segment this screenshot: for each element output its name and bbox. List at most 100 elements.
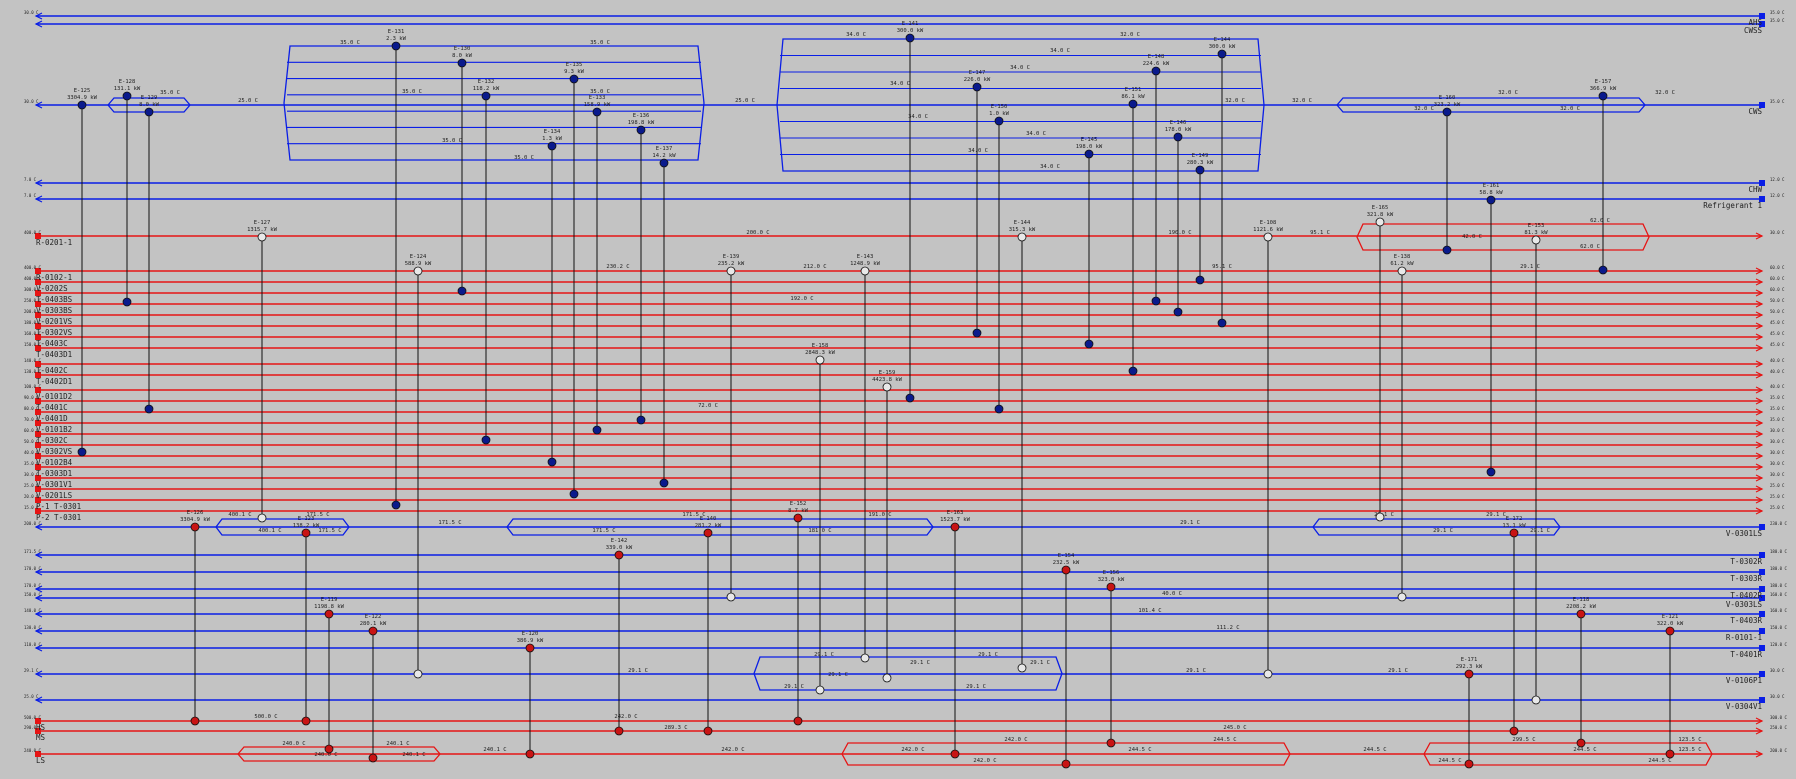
exchanger-node-top-E-131[interactable] xyxy=(391,41,401,51)
temperature-label: 35.0 C xyxy=(402,89,422,95)
exchanger-node-top-E-153[interactable] xyxy=(1531,235,1541,245)
exchanger-node-top-E-136[interactable] xyxy=(636,125,646,135)
exchanger-node-bottom-E-154[interactable] xyxy=(1061,759,1071,769)
exchanger-node-top-E-132[interactable] xyxy=(481,91,491,101)
exchanger-node-top-E-157[interactable] xyxy=(1598,91,1608,101)
exchanger-node-bottom-E-160[interactable] xyxy=(1442,245,1452,255)
exchanger-node-top-E-127[interactable] xyxy=(257,232,267,242)
exchanger-node-bottom-E-126[interactable] xyxy=(190,716,200,726)
exchanger-node-top-E-172[interactable] xyxy=(1509,528,1519,538)
exchanger-node-bottom-E-134[interactable] xyxy=(547,457,557,467)
exchanger-node-bottom-E-139[interactable] xyxy=(726,592,736,602)
exchanger-node-top-E-143[interactable] xyxy=(860,266,870,276)
exchanger-node-bottom-E-138[interactable] xyxy=(1397,592,1407,602)
exchanger-node-top-E-152[interactable] xyxy=(793,513,803,523)
exchanger-node-bottom-E-163[interactable] xyxy=(950,749,960,759)
exchanger-node-bottom-E-142[interactable] xyxy=(614,726,624,736)
exchanger-node-top-E-134[interactable] xyxy=(547,141,557,151)
exchanger-node-bottom-E-123[interactable] xyxy=(301,716,311,726)
exchanger-node-bottom-E-144[interactable] xyxy=(1217,318,1227,328)
exchanger-node-bottom-E-122[interactable] xyxy=(368,753,378,763)
exchanger-node-bottom-E-156[interactable] xyxy=(1106,738,1116,748)
exchanger-node-top-E-158[interactable] xyxy=(815,355,825,365)
exchanger-node-top-E-137[interactable] xyxy=(659,158,669,168)
exchanger-node-top-E-148[interactable] xyxy=(1151,66,1161,76)
exchanger-node-top-E-124[interactable] xyxy=(413,266,423,276)
exchanger-node-top-E-123[interactable] xyxy=(301,528,311,538)
exchanger-node-bottom-E-161[interactable] xyxy=(1486,467,1496,477)
exchanger-node-bottom-E-147[interactable] xyxy=(972,328,982,338)
exchanger-node-top-E-163[interactable] xyxy=(950,522,960,532)
exchanger-node-bottom-E-136[interactable] xyxy=(636,415,646,425)
exchanger-node-bottom-E-172[interactable] xyxy=(1509,726,1519,736)
exchanger-node-top-E-120[interactable] xyxy=(525,643,535,653)
exchanger-node-bottom-E-146[interactable] xyxy=(1173,307,1183,317)
exchanger-node-top-E-144b[interactable] xyxy=(1017,232,1027,242)
exchanger-node-top-E-138[interactable] xyxy=(1397,266,1407,276)
exchanger-node-top-E-125[interactable] xyxy=(77,100,87,110)
exchanger-node-bottom-E-128[interactable] xyxy=(122,297,132,307)
exchanger-node-bottom-E-140[interactable] xyxy=(703,726,713,736)
exchanger-node-top-E-146[interactable] xyxy=(1173,132,1183,142)
exchanger-node-bottom-E-108[interactable] xyxy=(1263,669,1273,679)
exchanger-node-top-E-161[interactable] xyxy=(1486,195,1496,205)
exchanger-node-top-E-139[interactable] xyxy=(726,266,736,276)
exchanger-node-bottom-E-132[interactable] xyxy=(481,435,491,445)
exchanger-node-top-E-122[interactable] xyxy=(368,626,378,636)
exchanger-node-bottom-E-131[interactable] xyxy=(391,500,401,510)
exchanger-node-bottom-E-124[interactable] xyxy=(413,669,423,679)
exchanger-node-top-E-156[interactable] xyxy=(1106,582,1116,592)
exchanger-node-bottom-E-137[interactable] xyxy=(659,478,669,488)
exchanger-node-top-E-108[interactable] xyxy=(1263,232,1273,242)
exchanger-node-bottom-E-144b[interactable] xyxy=(1017,663,1027,673)
exchanger-node-bottom-E-149[interactable] xyxy=(1195,275,1205,285)
exchanger-node-top-E-126[interactable] xyxy=(190,522,200,532)
exchanger-node-top-E-141[interactable] xyxy=(905,33,915,43)
exchanger-node-top-E-128[interactable] xyxy=(122,91,132,101)
exchanger-node-bottom-E-118[interactable] xyxy=(1576,738,1586,748)
exchanger-node-bottom-E-130[interactable] xyxy=(457,286,467,296)
exchanger-node-top-E-135[interactable] xyxy=(569,74,579,84)
exchanger-node-bottom-E-135[interactable] xyxy=(569,489,579,499)
exchanger-node-top-E-154[interactable] xyxy=(1061,565,1071,575)
exchanger-node-top-E-171[interactable] xyxy=(1464,669,1474,679)
exchanger-node-bottom-E-129[interactable] xyxy=(144,404,154,414)
exchanger-node-bottom-E-159[interactable] xyxy=(882,673,892,683)
exchanger-node-top-E-159[interactable] xyxy=(882,382,892,392)
exchanger-node-bottom-E-153[interactable] xyxy=(1531,695,1541,705)
exchanger-node-bottom-E-145[interactable] xyxy=(1084,339,1094,349)
exchanger-node-bottom-E-133[interactable] xyxy=(592,425,602,435)
exchanger-node-top-E-160[interactable] xyxy=(1442,107,1452,117)
exchanger-node-top-E-142[interactable] xyxy=(614,550,624,560)
exchanger-node-bottom-E-121[interactable] xyxy=(1665,749,1675,759)
exchanger-node-bottom-E-148[interactable] xyxy=(1151,296,1161,306)
exchanger-node-top-E-165[interactable] xyxy=(1375,217,1385,227)
exchanger-node-bottom-E-125[interactable] xyxy=(77,447,87,457)
exchanger-label-E-130: E-130 xyxy=(454,46,471,52)
exchanger-node-bottom-E-165[interactable] xyxy=(1375,512,1385,522)
exchanger-node-bottom-E-157[interactable] xyxy=(1598,265,1608,275)
exchanger-node-top-E-133[interactable] xyxy=(592,107,602,117)
exchanger-node-bottom-E-119[interactable] xyxy=(324,744,334,754)
exchanger-node-top-E-118[interactable] xyxy=(1576,609,1586,619)
exchanger-node-bottom-E-158[interactable] xyxy=(815,685,825,695)
exchanger-node-top-E-140[interactable] xyxy=(703,528,713,538)
exchanger-node-top-E-119[interactable] xyxy=(324,609,334,619)
exchanger-node-bottom-E-152[interactable] xyxy=(793,716,803,726)
exchanger-node-top-E-130[interactable] xyxy=(457,58,467,68)
exchanger-node-top-E-151[interactable] xyxy=(1128,99,1138,109)
exchanger-node-top-E-149[interactable] xyxy=(1195,165,1205,175)
exchanger-node-top-E-129[interactable] xyxy=(144,107,154,117)
exchanger-node-bottom-E-151[interactable] xyxy=(1128,366,1138,376)
exchanger-node-bottom-E-150[interactable] xyxy=(994,404,1004,414)
exchanger-node-bottom-E-120[interactable] xyxy=(525,749,535,759)
exchanger-node-bottom-E-143[interactable] xyxy=(860,653,870,663)
exchanger-node-top-E-145[interactable] xyxy=(1084,149,1094,159)
exchanger-node-top-E-147[interactable] xyxy=(972,82,982,92)
exchanger-node-top-E-144[interactable] xyxy=(1217,49,1227,59)
exchanger-node-top-E-121[interactable] xyxy=(1665,626,1675,636)
exchanger-node-bottom-E-171[interactable] xyxy=(1464,759,1474,769)
exchanger-node-bottom-E-141[interactable] xyxy=(905,393,915,403)
exchanger-node-bottom-E-127[interactable] xyxy=(257,513,267,523)
exchanger-node-top-E-150[interactable] xyxy=(994,116,1004,126)
